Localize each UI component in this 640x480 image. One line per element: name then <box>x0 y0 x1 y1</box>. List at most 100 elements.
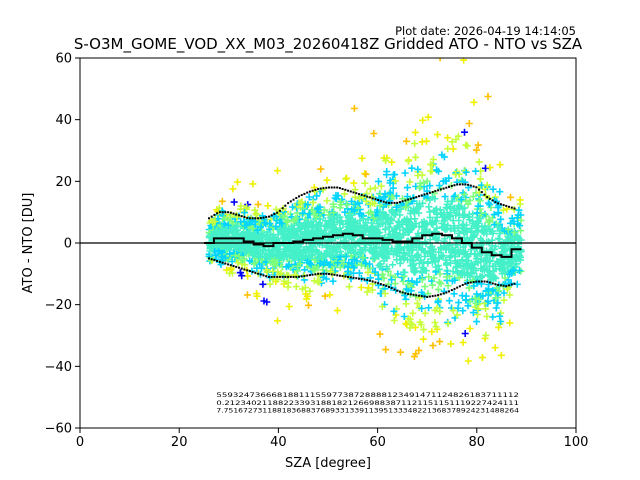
scatter-point <box>355 269 363 277</box>
scatter-point <box>489 274 497 282</box>
scatter-point <box>434 286 442 294</box>
scatter-point <box>438 151 446 159</box>
upper-band-point <box>486 196 489 199</box>
scatter-point <box>388 158 396 166</box>
lower-band-point <box>448 290 450 293</box>
upper-band-point <box>513 207 516 210</box>
lower-band-point <box>461 284 464 286</box>
scatter-point <box>391 280 399 288</box>
scatter-point <box>432 323 440 331</box>
scatter-point <box>333 260 340 268</box>
upper-band-point <box>295 197 298 199</box>
scatter-point <box>477 255 485 263</box>
upper-band-point <box>448 185 450 188</box>
scatter-point <box>486 201 494 209</box>
lower-band-point <box>407 293 410 295</box>
scatter-point <box>210 229 218 237</box>
scatter-point <box>232 251 239 259</box>
lower-band-point <box>398 290 401 293</box>
scatter-point <box>301 284 309 292</box>
scatter-point <box>468 227 476 235</box>
upper-band-point <box>227 211 230 214</box>
upper-band-point <box>325 186 328 189</box>
scatter-point <box>294 243 301 251</box>
scatter-point <box>414 165 422 173</box>
scatter-point <box>461 228 469 236</box>
scatter-point <box>323 176 331 184</box>
upper-band-point <box>352 191 355 194</box>
scatter-point <box>382 218 390 226</box>
scatter-point <box>230 240 237 248</box>
scatter-point <box>424 113 432 121</box>
scatter-point <box>269 267 277 275</box>
lower-band-point <box>344 275 347 278</box>
upper-band-point <box>232 212 235 215</box>
bin-count-row: 0.21234021188223393188182126698838711211… <box>216 399 519 407</box>
upper-band-point <box>461 183 464 186</box>
scatter-point <box>466 325 474 332</box>
scatter-point <box>294 219 302 227</box>
upper-band-point <box>502 204 505 207</box>
scatter-point <box>303 218 311 226</box>
upper-band-point <box>382 200 385 203</box>
upper-band-point <box>268 215 270 218</box>
x-tick-label: 100 <box>564 435 589 450</box>
scatter-point <box>442 244 450 252</box>
scatter-point <box>388 216 396 224</box>
upper-band-point <box>368 196 371 199</box>
scatter-point <box>391 226 399 234</box>
scatter-point <box>403 225 411 232</box>
scatter-point <box>513 260 520 268</box>
scatter-point <box>364 268 372 276</box>
scatter-point <box>244 272 252 280</box>
scatter-point <box>391 171 399 179</box>
scatter-point <box>490 211 498 219</box>
upper-band-point <box>442 187 445 190</box>
lower-band-point <box>322 272 325 275</box>
scatter-point <box>469 192 477 200</box>
scatter-point <box>280 255 287 263</box>
scatter-point <box>445 297 453 305</box>
scatter-point <box>336 263 344 271</box>
bin-count-row: 7.75167273118818368837689331339113951333… <box>216 407 519 415</box>
lower-band-point <box>388 285 390 288</box>
upper-band-point <box>418 195 420 198</box>
lower-band-point <box>287 275 290 278</box>
scatter-point <box>381 290 389 298</box>
lower-band-point <box>510 283 513 286</box>
scatter-point <box>312 213 320 221</box>
bin-count-row: 5593247366681881115597738728888123491471… <box>216 391 519 399</box>
scatter-point <box>307 260 315 268</box>
y-tick-label: −60 <box>45 422 72 437</box>
upper-band-point <box>262 216 265 219</box>
median-line <box>204 232 522 258</box>
lower-band-point <box>319 272 322 275</box>
lower-band-point <box>355 277 358 280</box>
scatter-point <box>250 260 258 268</box>
scatter-point <box>404 315 412 323</box>
lower-band-point <box>420 295 423 298</box>
scatter-point <box>440 209 448 217</box>
scatter-point <box>259 246 267 254</box>
scatter-point <box>373 245 380 253</box>
scatter-point <box>285 303 293 310</box>
scatter-point <box>494 235 502 242</box>
upper-band-point <box>371 197 374 200</box>
scatter-point <box>462 197 470 205</box>
scatter-point <box>397 246 405 254</box>
scatter-point <box>465 284 473 292</box>
scatter-point <box>435 248 443 256</box>
scatter-point <box>316 215 324 223</box>
lower-band-point <box>268 275 270 278</box>
scatter-point <box>458 292 466 300</box>
lower-band-point <box>464 282 467 285</box>
scatter-point <box>280 231 288 239</box>
lower-band-point <box>338 274 341 277</box>
scatter-point <box>444 134 452 142</box>
lower-band-point <box>423 295 426 298</box>
scatter-point <box>441 216 449 224</box>
scatter-point <box>446 241 454 249</box>
scatter-point <box>508 263 516 271</box>
scatter-point <box>497 351 505 359</box>
scatter-point <box>392 211 400 218</box>
